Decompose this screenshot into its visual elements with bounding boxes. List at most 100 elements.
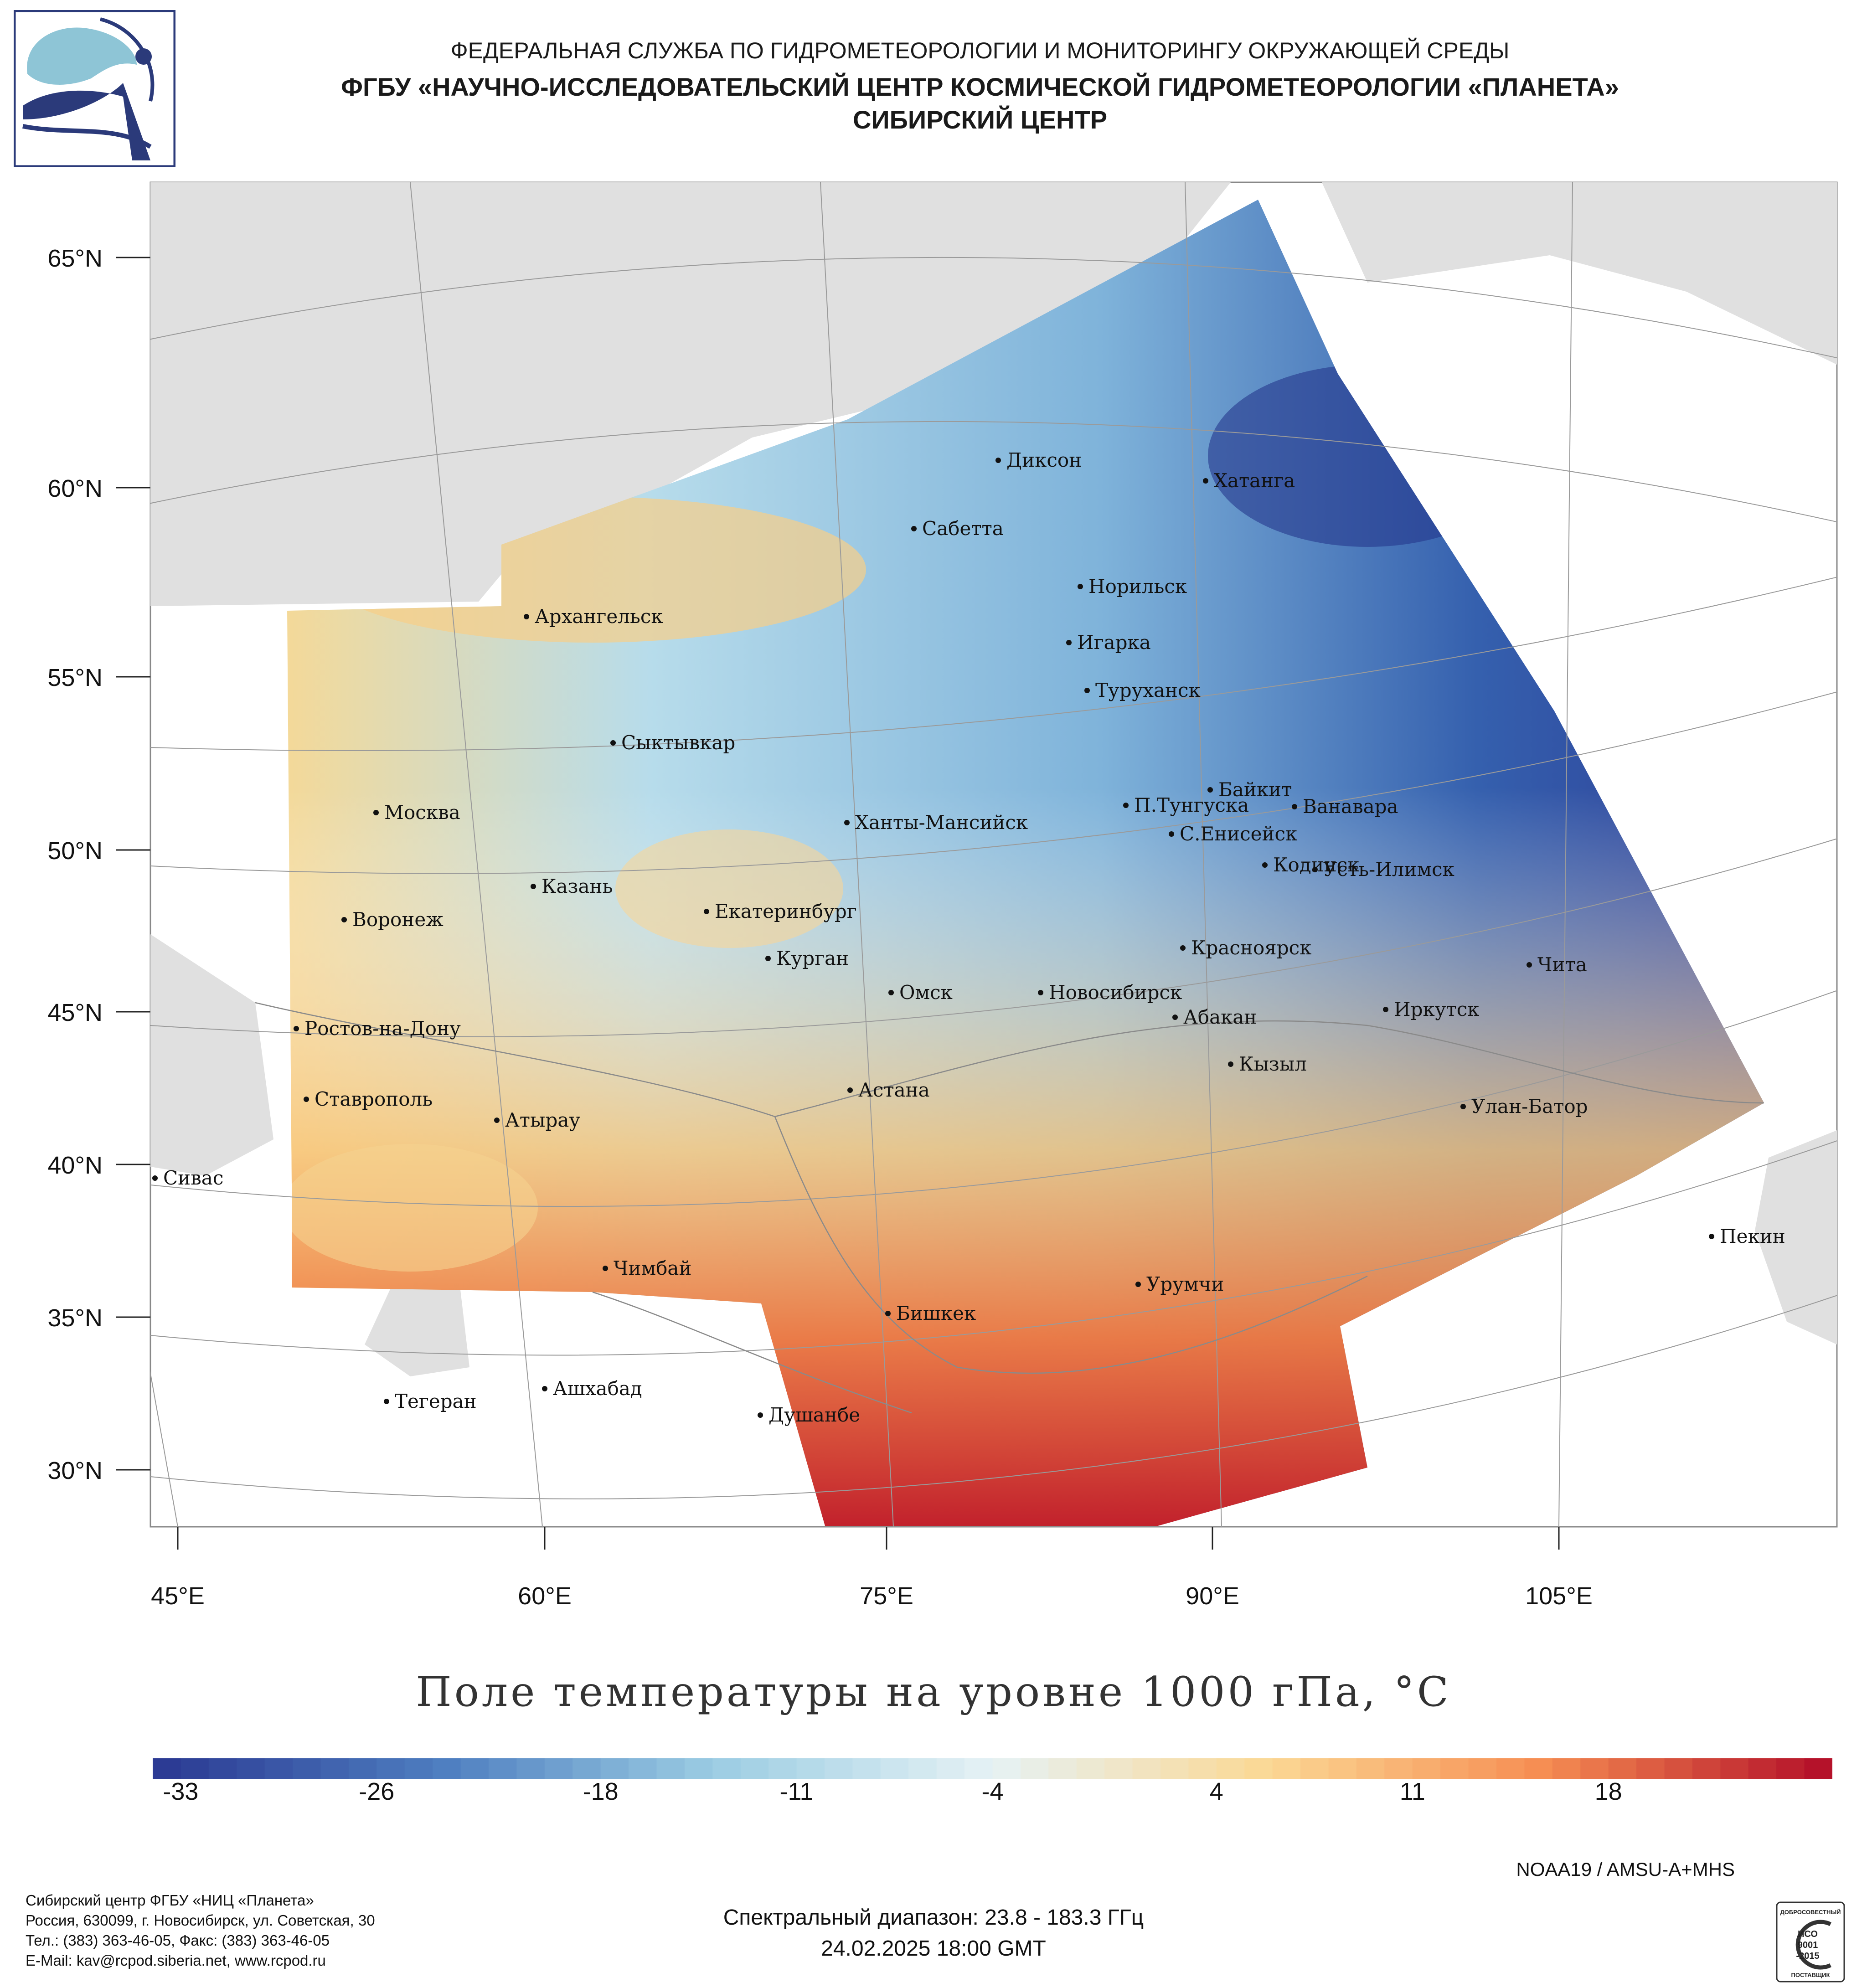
city-marker: [152, 1175, 158, 1181]
city-label: Тегеран: [395, 1390, 477, 1412]
city-label: Ханты-Мансийск: [855, 811, 1028, 834]
city-marker: [304, 1097, 309, 1102]
planeta-logo-icon: [14, 10, 175, 167]
colorbar-segment: [1804, 1758, 1832, 1779]
colorbar-tick-label: 4: [1209, 1778, 1223, 1805]
city-marker: [1172, 1015, 1178, 1020]
colorbar-segment: [1104, 1758, 1133, 1779]
city-marker: [1460, 1104, 1466, 1109]
colorbar-segment: [1244, 1758, 1273, 1779]
city-marker: [524, 614, 529, 619]
city-label: Иркутск: [1394, 998, 1479, 1020]
colorbar-segment: [181, 1758, 209, 1779]
city-marker: [911, 526, 917, 531]
colorbar-tick-label: 11: [1399, 1778, 1425, 1805]
city-marker: [341, 917, 347, 922]
city-label: Байкит: [1218, 778, 1292, 801]
city-label: Ставрополь: [315, 1088, 433, 1110]
colorbar-segment: [153, 1758, 181, 1779]
colorbar-segment: [1636, 1758, 1665, 1779]
colorbar-segment: [964, 1758, 993, 1779]
city-label: Усть-Илимск: [1323, 858, 1454, 881]
city-label: Сабетта: [922, 517, 1004, 540]
colorbar-segment: [1160, 1758, 1189, 1779]
colorbar-segment: [1132, 1758, 1161, 1779]
city-marker: [373, 810, 379, 815]
city-marker: [1262, 862, 1268, 868]
city-marker: [294, 1026, 299, 1031]
city-label: Ванавара: [1303, 795, 1398, 818]
colorbar-segment: [1468, 1758, 1497, 1779]
colorbar: [153, 1758, 1832, 1779]
colorbar-segment: [1188, 1758, 1217, 1779]
colorbar-segment: [825, 1758, 853, 1779]
colorbar-segment: [1300, 1758, 1329, 1779]
city-label: Бишкек: [896, 1302, 976, 1324]
observation-datetime: 24.02.2025 18:00 GMT: [821, 1936, 1046, 1961]
city-label: Кодинск: [1273, 854, 1359, 876]
colorbar-segment: [1552, 1758, 1581, 1779]
colorbar-segment: [208, 1758, 237, 1779]
colorbar-segment: [1776, 1758, 1805, 1779]
land-east-asia: [1755, 1130, 1837, 1344]
colorbar-segment: [1412, 1758, 1441, 1779]
city-label: Душанбе: [768, 1404, 860, 1426]
satellite-instrument: NOAA19 / AMSU-A+MHS: [1516, 1859, 1735, 1880]
colorbar-segment: [1496, 1758, 1525, 1779]
city-label: Красноярск: [1191, 937, 1311, 959]
colorbar-segment: [572, 1758, 601, 1779]
city-label: Хатанга: [1214, 469, 1295, 492]
colorbar-segment: [740, 1758, 769, 1779]
city-marker: [1135, 1282, 1141, 1287]
iso-certificate-icon: ДОБРОСОВЕСТНЫЙ ИСО 9001 -2015 ПОСТАВЩИК: [1776, 1901, 1845, 1983]
city-label: Воронеж: [352, 908, 444, 931]
colorbar-segment: [1692, 1758, 1721, 1779]
colorbar-tick-label: -33: [163, 1778, 199, 1805]
city-label: П.Тунгуска: [1134, 794, 1249, 816]
city-marker: [1084, 688, 1090, 693]
city-marker: [1066, 640, 1072, 645]
lon-label: 90°E: [1186, 1582, 1239, 1610]
iso-top-text: ДОБРОСОВЕСТНЫЙ: [1780, 1909, 1841, 1916]
colorbar-segment: [1328, 1758, 1357, 1779]
borders: [255, 1002, 1764, 1414]
lat-label: 30°N: [47, 1457, 103, 1484]
spectral-range: Спектральный диапазон: 23.8 - 183.3 ГГц: [723, 1906, 1144, 1930]
colorbar-segment: [516, 1758, 545, 1779]
colorbar-segment: [684, 1758, 713, 1779]
colorbar-segment: [1720, 1758, 1749, 1779]
org-email: E-Mail: kav@rcpod.siberia.net, www.rcpod…: [26, 1952, 326, 1969]
chart-title: Поле температуры на уровне 1000 гПа, °С: [416, 1668, 1451, 1716]
city-label: Ашхабад: [553, 1377, 642, 1400]
iso-number: 9001: [1798, 1940, 1818, 1950]
city-label: Сивас: [163, 1167, 223, 1189]
city-label: Архангельск: [535, 605, 663, 628]
city-marker: [765, 956, 771, 961]
colorbar-segment: [293, 1758, 321, 1779]
colorbar-segment: [908, 1758, 937, 1779]
iso-bottom-text: ПОСТАВЩИК: [1791, 1972, 1830, 1978]
city-label: Урумчи: [1146, 1273, 1224, 1295]
city-marker: [610, 740, 616, 746]
city-label: Кызыл: [1239, 1053, 1307, 1075]
city-label: Чита: [1537, 953, 1587, 976]
organization-contacts: Сибирский центр ФГБУ «НИЦ «Планета» Росс…: [26, 1890, 375, 1971]
colorbar-segment: [1272, 1758, 1301, 1779]
colorbar-segment: [1580, 1758, 1609, 1779]
colorbar-segment: [796, 1758, 825, 1779]
city-marker: [531, 884, 536, 889]
city-marker: [1203, 478, 1208, 484]
city-marker: [1180, 945, 1186, 951]
colorbar-segment: [376, 1758, 405, 1779]
colorbar-segment: [348, 1758, 377, 1779]
lat-label: 40°N: [47, 1152, 103, 1179]
land-northeast: [1322, 182, 1837, 365]
city-marker: [885, 1311, 891, 1316]
colorbar-tick-label: -4: [981, 1778, 1004, 1805]
lon-label: 105°E: [1525, 1582, 1593, 1610]
colorbar-segment: [489, 1758, 517, 1779]
colorbar-segment: [460, 1758, 489, 1779]
city-marker: [1207, 787, 1213, 793]
graticule: [150, 182, 1837, 1527]
colorbar-segment: [433, 1758, 461, 1779]
